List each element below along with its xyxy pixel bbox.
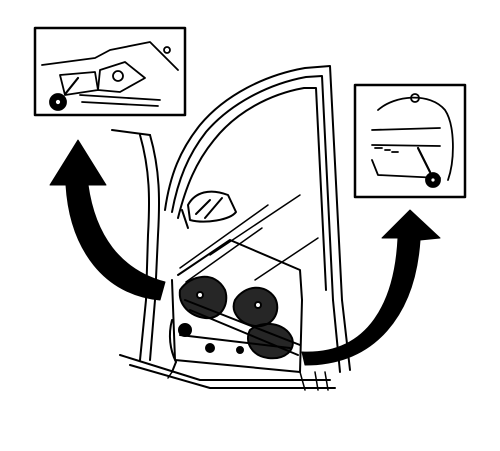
left-curved-arrow (49, 139, 166, 301)
left-detail-callout (33, 26, 187, 117)
door-frame (111, 65, 351, 389)
right-detail-frame (353, 83, 467, 199)
glass-hatching (179, 194, 319, 283)
sill-details (167, 371, 329, 391)
right-detail-drawing (371, 93, 454, 188)
side-mirror (181, 190, 237, 229)
door-inner-panel (168, 239, 303, 373)
right-detail-callout (353, 83, 467, 199)
left-detail-drawing (41, 41, 179, 111)
right-curved-arrow (301, 209, 441, 366)
